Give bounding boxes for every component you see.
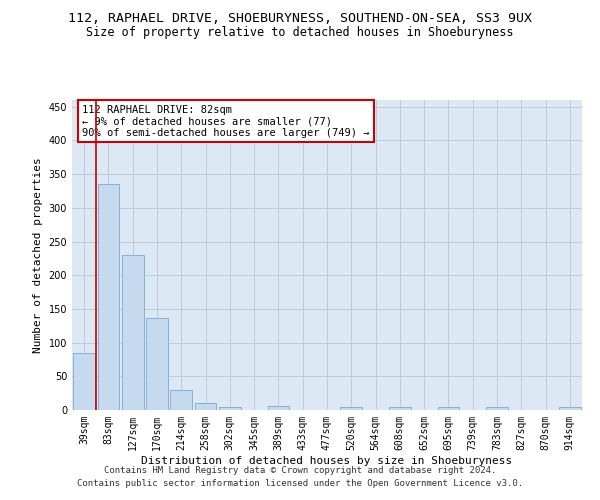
Text: Contains HM Land Registry data © Crown copyright and database right 2024.
Contai: Contains HM Land Registry data © Crown c… — [77, 466, 523, 487]
X-axis label: Distribution of detached houses by size in Shoeburyness: Distribution of detached houses by size … — [142, 456, 512, 466]
Text: 112, RAPHAEL DRIVE, SHOEBURYNESS, SOUTHEND-ON-SEA, SS3 9UX: 112, RAPHAEL DRIVE, SHOEBURYNESS, SOUTHE… — [68, 12, 532, 26]
Text: 112 RAPHAEL DRIVE: 82sqm
← 9% of detached houses are smaller (77)
90% of semi-de: 112 RAPHAEL DRIVE: 82sqm ← 9% of detache… — [82, 104, 370, 138]
Bar — [340, 408, 362, 410]
Bar — [268, 406, 289, 410]
Bar — [559, 406, 581, 410]
Bar — [146, 318, 168, 410]
Bar — [73, 352, 95, 410]
Bar — [219, 406, 241, 410]
Y-axis label: Number of detached properties: Number of detached properties — [33, 157, 43, 353]
Bar — [122, 255, 143, 410]
Bar — [194, 404, 217, 410]
Bar — [389, 408, 411, 410]
Bar — [486, 406, 508, 410]
Bar — [97, 184, 119, 410]
Bar — [437, 406, 460, 410]
Text: Size of property relative to detached houses in Shoeburyness: Size of property relative to detached ho… — [86, 26, 514, 39]
Bar — [170, 390, 192, 410]
